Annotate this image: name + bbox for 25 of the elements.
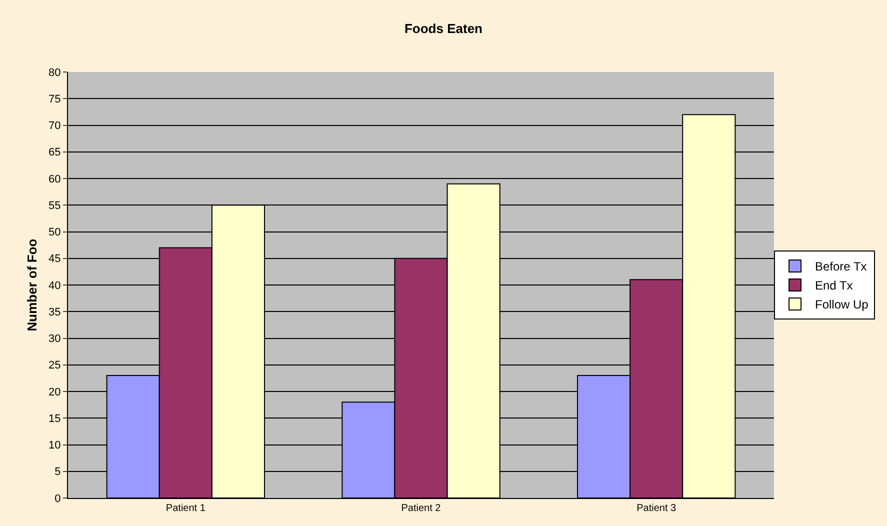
y-tick-label: 45: [48, 253, 61, 266]
y-tick-label: 20: [48, 386, 61, 398]
y-tick-label: 0: [54, 492, 61, 505]
x-tick-label: Patient 2: [401, 503, 442, 514]
y-tick-label: 55: [48, 200, 61, 212]
y-tick-label: 30: [48, 333, 61, 346]
legend-label: Before Tx: [815, 260, 867, 274]
y-tick-label: 70: [48, 120, 61, 132]
legend-label: End Tx: [815, 278, 853, 293]
y-tick-label: 25: [48, 360, 61, 372]
y-tick-label: 10: [48, 440, 61, 452]
chart-title: Foods Eaten: [404, 20, 483, 36]
y-tick-label: 5: [54, 466, 61, 478]
y-tick-label: 75: [48, 93, 61, 106]
y-tick-label: 35: [48, 306, 61, 318]
x-tick-label: Patient 3: [636, 503, 676, 514]
y-tick-label: 65: [48, 146, 61, 159]
legend-label: Follow Up: [815, 298, 869, 312]
y-tick-label: 50: [48, 226, 61, 239]
y-tick-label: 60: [48, 173, 61, 186]
y-axis-title: Number of Foo: [24, 238, 40, 332]
y-tick-label: 40: [48, 280, 61, 292]
x-tick-label: Patient 1: [166, 503, 206, 514]
y-tick-label: 80: [48, 66, 61, 79]
y-tick-label: 15: [48, 412, 61, 425]
